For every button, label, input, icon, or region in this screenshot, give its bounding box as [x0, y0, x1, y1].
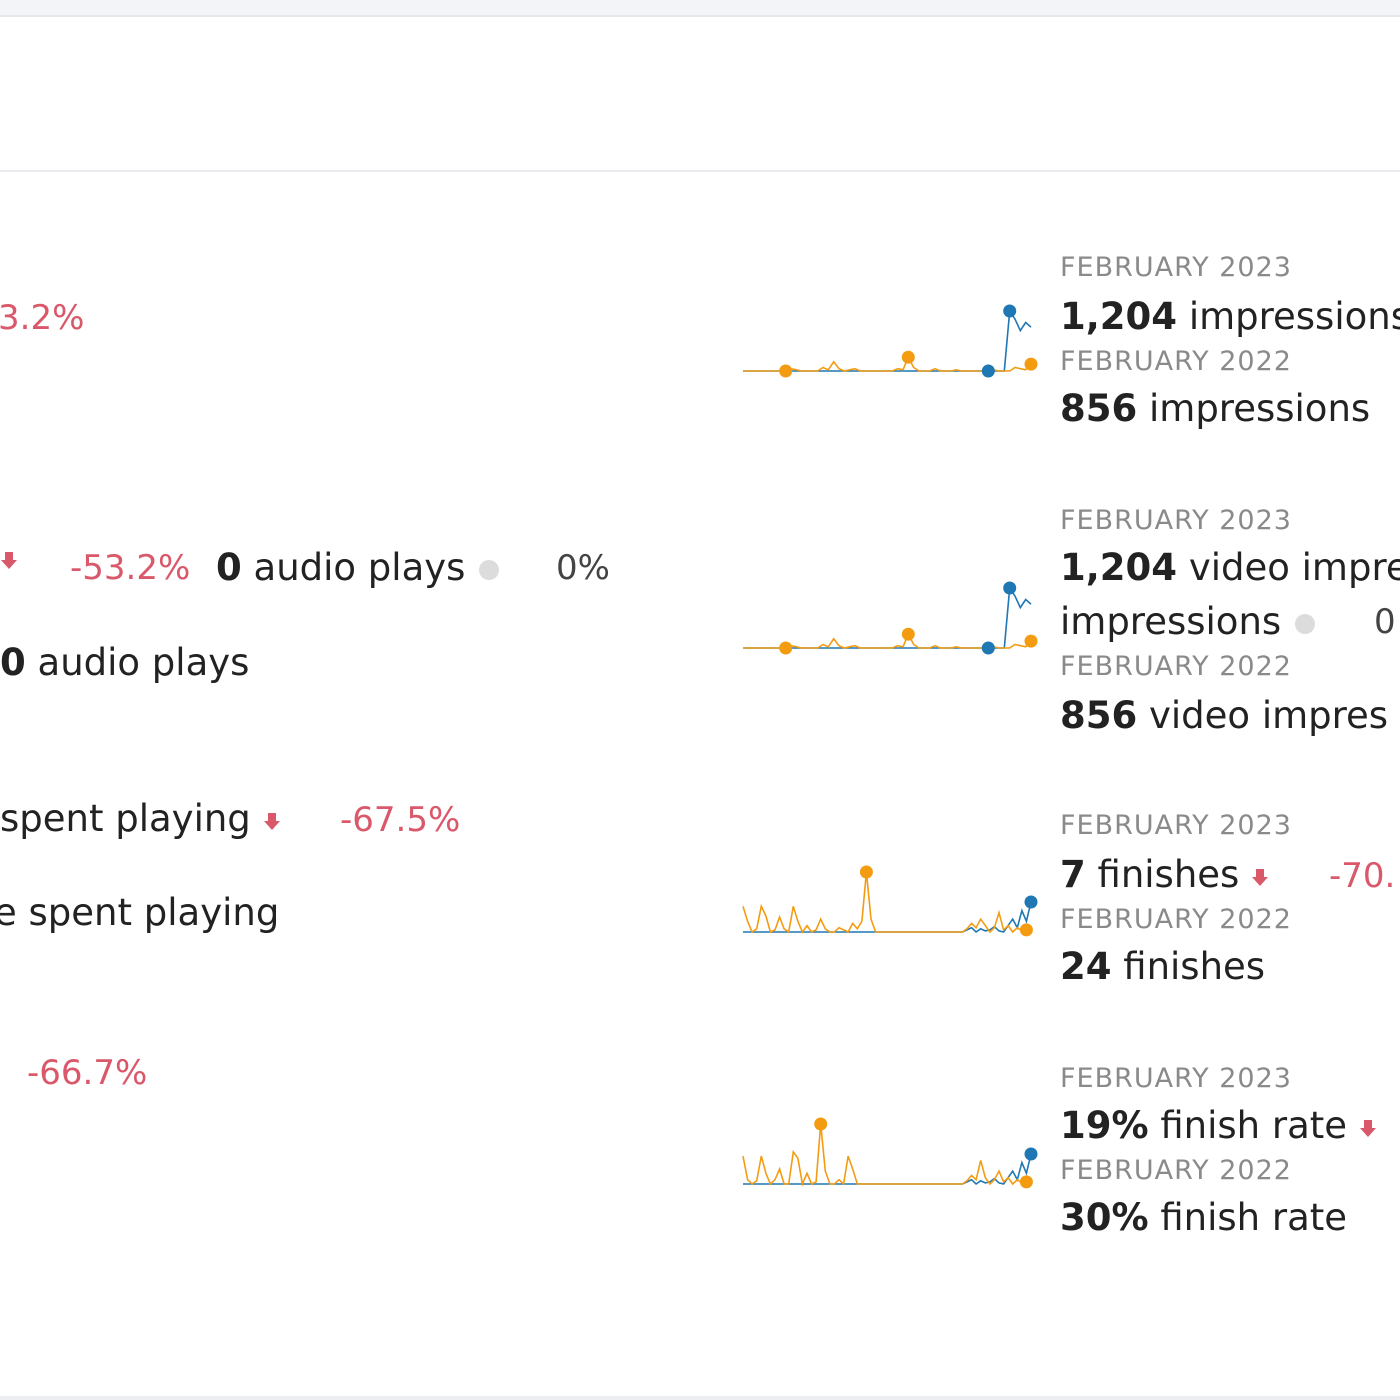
- previous-period-marker: [814, 1117, 828, 1131]
- down-arrow-icon: [1360, 1119, 1377, 1137]
- card4-previous-period: FEBRUARY 2022: [1060, 1155, 1292, 1186]
- sparkline-finish-rate: [742, 1117, 1038, 1189]
- current-period-line: [743, 1153, 1032, 1186]
- neutral-dot-icon: [479, 559, 500, 580]
- current-period-marker: [981, 641, 995, 655]
- current-period-marker: [1024, 895, 1038, 909]
- sparkline-impressions: [743, 304, 1038, 378]
- top-toolbar-strip: [0, 0, 1400, 17]
- sparkline-video-impressions: [743, 581, 1038, 655]
- card2-current-period: FEBRUARY 2023: [1060, 505, 1292, 536]
- card3-previous-period: FEBRUARY 2022: [1060, 904, 1292, 935]
- card2-current-change: 0: [1374, 602, 1396, 642]
- card3-current-value: 7 finishes: [1060, 856, 1269, 893]
- card4-previous-value: 30% finish rate: [1060, 1196, 1348, 1239]
- card4-current-value: 19% finish rate: [1060, 1107, 1377, 1144]
- card4-current-period: FEBRUARY 2023: [1060, 1063, 1292, 1094]
- row3-current-label: spent playing: [0, 800, 281, 837]
- bottom-divider: [0, 1396, 1400, 1400]
- neutral-dot-icon: [1295, 613, 1316, 634]
- row2-audio-plays: 0 audio plays: [216, 549, 500, 586]
- current-period-line: [743, 901, 1032, 934]
- current-period-marker: [1003, 304, 1017, 318]
- row3-change: -67.5%: [340, 800, 461, 840]
- row1-change: 3.2%: [0, 298, 85, 338]
- card2-current-value: 1,204 video impre: [1060, 546, 1400, 589]
- previous-period-marker: [1024, 357, 1038, 371]
- previous-period-marker: [1019, 923, 1033, 937]
- card2-previous-period: FEBRUARY 2022: [1060, 651, 1292, 682]
- row2-audio-change: 0%: [556, 548, 610, 588]
- card2-previous-value: 856 video impres: [1060, 694, 1389, 737]
- row3-previous-label: e spent playing: [0, 891, 280, 934]
- report-header: [0, 17, 1400, 172]
- card1-previous-period: FEBRUARY 2022: [1060, 346, 1292, 377]
- previous-period-marker: [1019, 1175, 1033, 1189]
- current-period-marker: [1024, 1147, 1038, 1161]
- previous-period-line: [742, 871, 1032, 934]
- down-arrow-icon: [263, 812, 280, 830]
- down-arrow-icon: [1252, 868, 1269, 886]
- previous-period-marker: [779, 364, 793, 378]
- sparkline-finishes: [742, 865, 1038, 937]
- current-period-marker: [1003, 581, 1017, 595]
- card1-current-value: 1,204 impressions: [1060, 295, 1400, 338]
- current-period-line: [743, 585, 1032, 649]
- previous-period-marker: [779, 641, 793, 655]
- card2-current-label-continued: impressions: [1060, 603, 1316, 640]
- card3-current-period: FEBRUARY 2023: [1060, 810, 1292, 841]
- row2-previous-audio-plays: 0 audio plays: [0, 641, 250, 684]
- card1-previous-value: 856 impressions: [1060, 387, 1371, 430]
- card3-current-change: -70.: [1329, 856, 1396, 896]
- row4-change: -66.7%: [27, 1053, 148, 1093]
- current-period-marker: [981, 364, 995, 378]
- card3-previous-value: 24 finishes: [1060, 945, 1266, 988]
- previous-period-marker: [1024, 634, 1038, 648]
- previous-period-marker: [901, 350, 915, 364]
- down-arrow-icon: [1, 552, 17, 569]
- row2-change: -53.2%: [70, 548, 191, 588]
- card1-current-period: FEBRUARY 2023: [1060, 252, 1292, 283]
- previous-period-marker: [859, 865, 873, 879]
- current-period-line: [743, 308, 1032, 372]
- previous-period-marker: [901, 627, 915, 641]
- row2-current-line: [0, 550, 18, 570]
- previous-period-line: [742, 1123, 1032, 1187]
